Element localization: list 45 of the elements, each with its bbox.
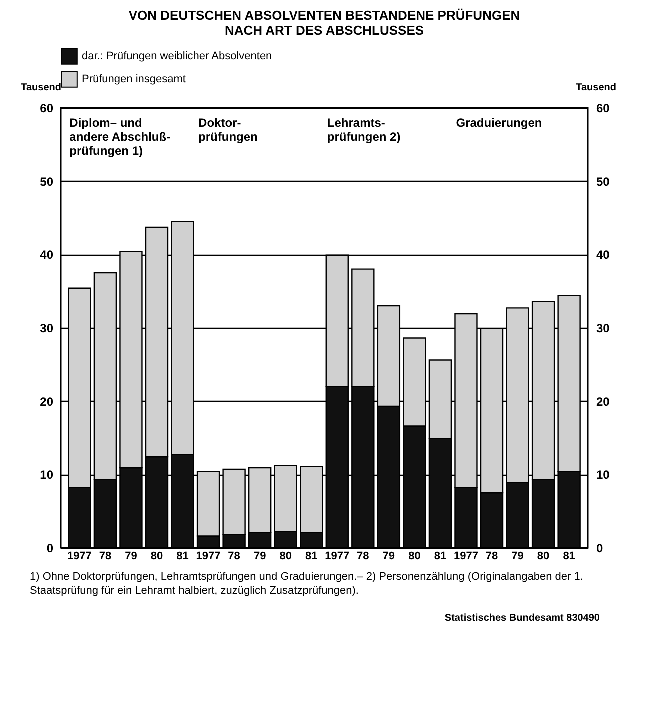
x-tick-label: 1977 (454, 550, 478, 562)
x-tick-label: 81 (434, 550, 447, 562)
x-tick-label: 81 (305, 550, 318, 562)
legend-label: Prüfungen insgesamt (82, 74, 186, 86)
text: Statistisches Bundesamt 830490 (444, 612, 600, 624)
y-tick-label: 60 (40, 102, 54, 116)
annotation: Doktor- prüfungen (198, 116, 258, 144)
x-tick-label: 80 (280, 550, 292, 562)
y-tick-label: 0 (46, 542, 54, 556)
y2-axis-title: Tausend (576, 82, 616, 94)
legend-label: dar.: Prüfungen weiblicher Absolventen (82, 50, 272, 62)
x-tick-label: 79 (382, 550, 396, 562)
y2-tick-label: 50 (596, 174, 610, 189)
y-tick-label: 20 (40, 394, 54, 409)
y2-tick-label: 0 (596, 542, 604, 556)
y-tick-label: 50 (40, 174, 54, 189)
y2-tick-label: 30 (596, 322, 610, 336)
x-tick-label: 78 (357, 550, 370, 562)
annotation: Graduierungen (456, 116, 542, 130)
y2-tick-label: 60 (596, 102, 610, 116)
x-tick-label: 80 (150, 550, 164, 562)
x-tick-label: 78 (486, 550, 498, 562)
y2-tick-label: 10 (596, 468, 610, 482)
x-tick-label: 79 (254, 550, 266, 562)
x-tick-label: 81 (563, 550, 576, 562)
y-tick-label: 10 (40, 468, 54, 482)
annotation: Lehramts- prüfungen 2) (327, 116, 401, 144)
x-tick-label: 80 (537, 550, 550, 562)
chart-title: VON DEUTSCHEN ABSOLVENTEN BESTANDENE PRÜFUNGEN NACH ART DES ABSCHLUSSES (128, 8, 520, 38)
y2-tick-label: 40 (596, 248, 610, 262)
x-tick-label: 1977 (196, 550, 221, 562)
x-tick-label: 78 (99, 550, 112, 562)
x-tick-label: 78 (228, 550, 240, 562)
x-tick-label: 81 (176, 550, 189, 562)
annotation: Diplom– und andere Abschluß- prüfungen 1) (70, 116, 171, 158)
x-tick-label: 79 (512, 550, 524, 562)
y-tick-label: 40 (40, 248, 54, 262)
y-axis-title: Tausend (21, 82, 62, 94)
x-tick-label: 80 (408, 550, 421, 562)
x-tick-label: 79 (125, 550, 138, 562)
x-tick-label: 1977 (325, 550, 350, 562)
x-tick-label: 1977 (67, 550, 92, 562)
y2-tick-label: 20 (596, 394, 610, 409)
text: 1) Ohne Doktorprüfungen, Lehramtsprüfungen und Graduierungen.– 2) Personenzählung (Originalangaben der 1. Staatsprüfung für ein Lehramt halbiert, zuzüglich Zusatzprüfungen). (30, 570, 584, 599)
y-tick-label: 30 (40, 322, 54, 336)
